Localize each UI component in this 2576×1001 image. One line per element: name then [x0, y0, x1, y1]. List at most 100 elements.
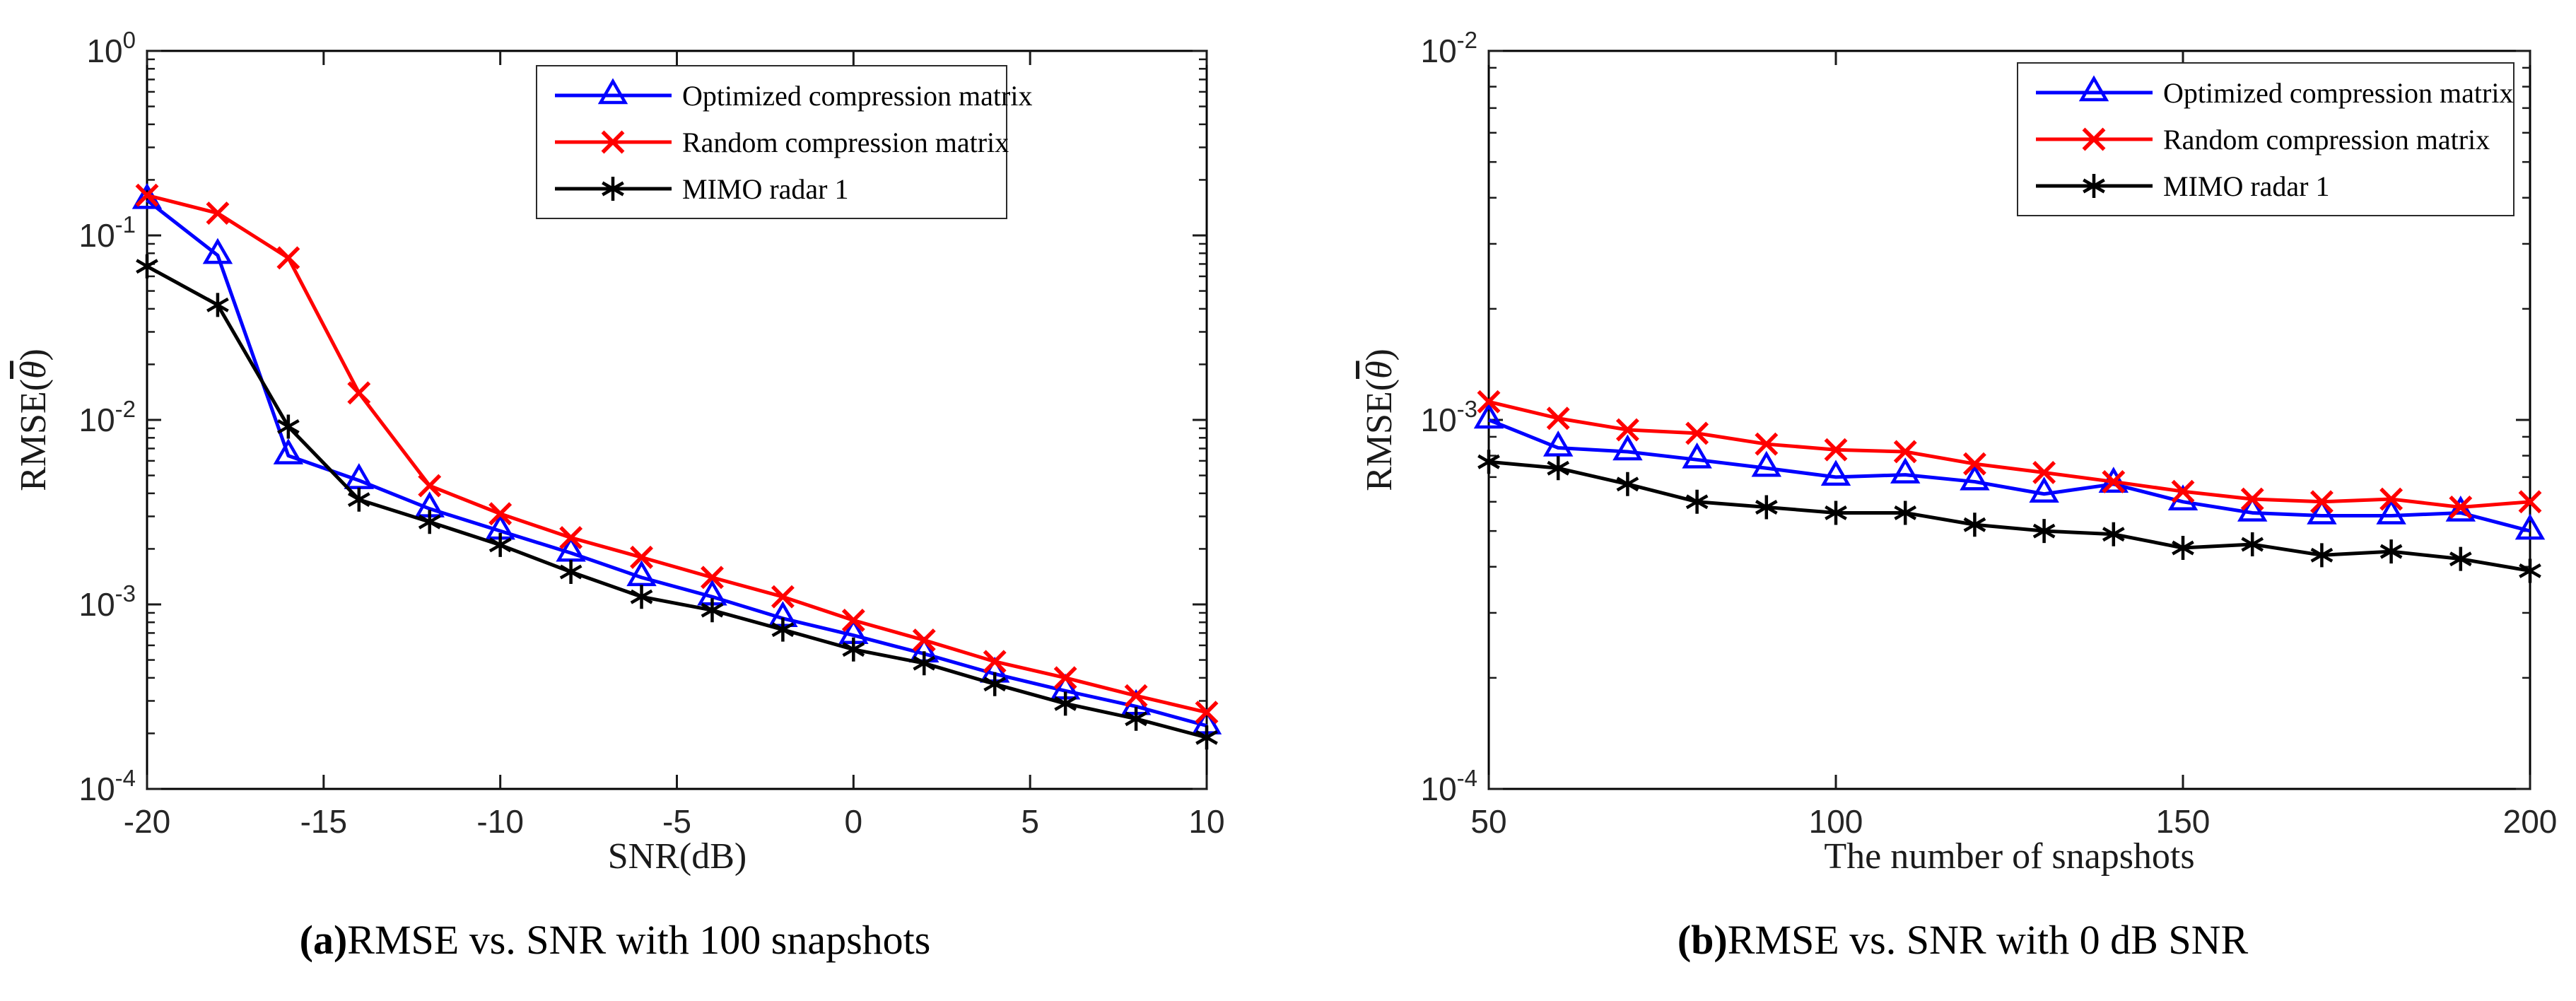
y-axis-label-b: RMSE(θ)	[1357, 257, 1403, 583]
asterisk-marker	[1755, 495, 1778, 520]
caption-b-prefix: (b)	[1677, 917, 1728, 963]
asterisk-marker	[2519, 558, 2541, 583]
theta-bar-symbol: θ	[13, 361, 54, 379]
x-legend-sample-icon	[555, 130, 672, 154]
triangle-marker	[1473, 402, 1504, 429]
x-tick-label: 10	[1188, 803, 1224, 840]
x-marker	[1053, 666, 1077, 690]
asterisk-marker	[771, 617, 795, 642]
asterisk-marker	[1825, 500, 1847, 525]
asterisk-marker	[488, 532, 512, 557]
x-marker	[135, 183, 159, 207]
x-tick-label: 5	[1021, 803, 1039, 840]
asterisk-marker	[842, 637, 865, 662]
x-marker	[1824, 438, 1848, 462]
asterisk-legend-sample-icon	[555, 177, 672, 201]
x-marker	[1546, 406, 1570, 431]
asterisk-marker	[1547, 456, 1570, 481]
x-marker	[2171, 479, 2195, 503]
asterisk-marker	[701, 598, 724, 623]
x-marker	[1195, 701, 1219, 725]
triangle-marker	[626, 560, 657, 587]
triangle-marker	[1751, 450, 1782, 477]
legend-item: Random compression matrix	[551, 119, 1009, 165]
asterisk-marker	[1477, 450, 1500, 474]
y-tick-label: 10-3	[1420, 396, 1477, 438]
triangle-marker	[273, 438, 304, 464]
x-axis-label-a: SNR(dB)	[607, 836, 747, 877]
caption-a: (a)RMSE vs. SNR with 100 snapshots	[85, 916, 1145, 964]
legend-label: Random compression matrix	[682, 126, 1009, 158]
legend-b: Optimized compression matrix Random compr…	[2017, 62, 2514, 216]
x-marker	[771, 585, 795, 609]
y-axis-a: 100 10-1 10-2 10-3 10-4	[78, 27, 1207, 807]
x-marker	[701, 566, 724, 590]
legend-label: MIMO radar 1	[2163, 170, 2330, 202]
x-tick-label: -20	[124, 803, 170, 840]
legend-item: Optimized compression matrix	[2032, 69, 2513, 116]
legend-item: MIMO radar 1	[551, 165, 999, 212]
x-marker	[841, 609, 865, 632]
triangle-marker	[202, 238, 233, 264]
legend-a: Optimized compression matrix Random compr…	[536, 65, 1032, 219]
y-tick-label: 10-1	[78, 211, 136, 254]
y-tick-label: 10-4	[78, 765, 136, 807]
asterisk-marker	[983, 672, 1007, 696]
triangle-marker	[2307, 498, 2337, 525]
triangle-marker	[597, 78, 628, 105]
triangle-marker	[2514, 513, 2546, 540]
asterisk-marker	[1894, 500, 1917, 525]
series-line	[1488, 399, 2531, 509]
triangle-marker	[344, 463, 375, 489]
x-marker	[1477, 390, 1501, 414]
asterisk-marker	[1963, 513, 1986, 537]
asterisk-marker	[2172, 536, 2194, 561]
x-marker	[1962, 452, 1986, 476]
x-marker	[2518, 490, 2542, 514]
series-line	[1488, 418, 2531, 533]
caption-b: (b)RMSE vs. SNR with 0 dB SNR	[1442, 916, 2483, 964]
x-marker	[347, 381, 371, 405]
x-marker	[276, 246, 300, 270]
series-b-optimized-compression-matrix	[1473, 402, 2546, 540]
series-line	[146, 264, 1207, 739]
series-a-random-compression-matrix	[135, 183, 1219, 725]
legend-item: MIMO radar 1	[2032, 163, 2506, 209]
asterisk-marker	[347, 487, 370, 512]
theta-bar-symbol: θ	[1359, 361, 1400, 379]
triangle-marker	[1542, 431, 1574, 457]
x-marker	[601, 130, 625, 154]
triangle-marker	[2029, 476, 2059, 503]
x-marker	[2449, 496, 2473, 519]
x-marker	[1685, 421, 1709, 445]
triangle-marker	[1960, 464, 1990, 491]
series-line	[146, 199, 1207, 728]
y-tick-label: 10-4	[1420, 765, 1477, 807]
asterisk-marker	[913, 651, 936, 676]
triangle-marker	[2445, 495, 2476, 522]
asterisk-marker	[277, 414, 300, 439]
asterisk-legend-sample-icon	[2036, 174, 2153, 198]
series-b-random-compression-matrix	[1477, 390, 2542, 519]
triangle-marker	[2376, 498, 2406, 525]
x-tick-label: -10	[476, 803, 523, 840]
x-marker	[1615, 418, 1639, 442]
caption-a-text: RMSE vs. SNR with 100 snapshots	[347, 917, 931, 963]
asterisk-marker	[1054, 691, 1077, 716]
x-marker	[418, 474, 442, 498]
asterisk-marker	[2449, 546, 2472, 571]
chart-a: -20 -15 -10 -5 0 5 10 100 10-1 10-2 10-3 10-4	[78, 27, 1224, 840]
legend-label: Optimized compression matrix	[682, 79, 1033, 112]
x-tick-label: -15	[300, 803, 347, 840]
asterisk-marker	[630, 585, 653, 609]
series-a-mimo-radar-1	[136, 254, 1218, 750]
y-label-text: RMSE(	[1359, 378, 1400, 491]
x-marker	[2379, 487, 2404, 511]
asterisk-marker	[2083, 174, 2105, 198]
x-marker	[206, 201, 230, 225]
caption-b-text: RMSE vs. SNR with 0 dB SNR	[1727, 917, 2249, 963]
legend-label: Random compression matrix	[2163, 123, 2490, 156]
x-tick-label: 200	[2503, 803, 2558, 840]
x-tick-label: 100	[1809, 803, 1863, 840]
